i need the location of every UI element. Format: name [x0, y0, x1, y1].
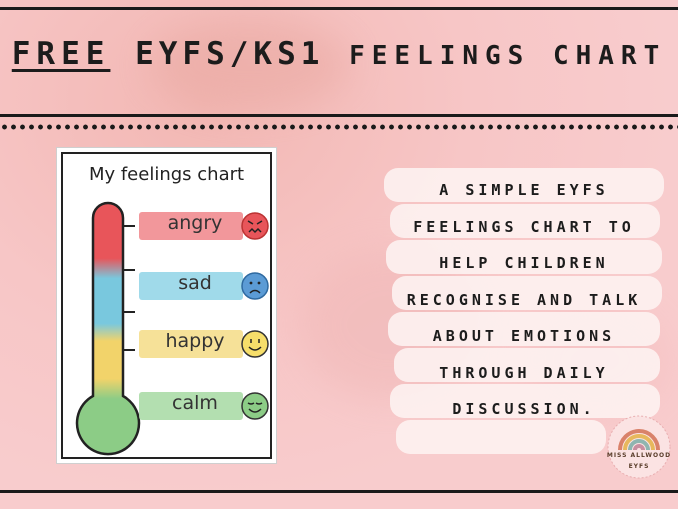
brush-stroke — [390, 204, 660, 238]
watercolor-wash — [150, 20, 350, 110]
feeling-label: angry — [167, 212, 223, 234]
brush-stroke — [392, 276, 662, 310]
logo-line-2: EYFS — [628, 463, 650, 470]
page-title: FREE EYFS/KS1 FEELINGS CHART — [0, 36, 678, 72]
feeling-row-angry: angry — [139, 208, 275, 244]
feelings-chart-poster: My feelings chart — [56, 147, 277, 464]
description-line: ABOUT EMOTIONS — [432, 327, 616, 345]
logo-text: MISS ALLWOOD EYFS — [606, 450, 672, 472]
brush-stroke — [384, 168, 664, 202]
dotted-divider — [0, 124, 678, 130]
brush-stroke — [394, 348, 660, 382]
description-line: A SIMPLE EYFS — [439, 181, 609, 199]
rainbow-logo-icon — [607, 415, 671, 479]
sad-face-icon — [241, 272, 269, 300]
brand-logo: MISS ALLWOOD EYFS — [606, 410, 672, 484]
middle-rule — [0, 114, 678, 117]
feeling-row-sad: sad — [139, 268, 275, 304]
description-line: THROUGH DAILY — [439, 363, 609, 382]
brush-stroke — [396, 420, 606, 454]
description-line: DISCUSSION. — [452, 400, 596, 418]
logo-line-1: MISS ALLWOOD — [606, 452, 672, 459]
brush-stroke — [386, 240, 662, 274]
sad-brush — [139, 272, 243, 300]
description-line: RECOGNISE AND TALK — [406, 290, 642, 309]
title-free: FREE — [11, 36, 111, 72]
description-text: A SIMPLE EYFS FEELINGS CHART TO HELP CHI… — [396, 172, 652, 428]
feeling-label: calm — [172, 392, 218, 414]
brush-stroke — [388, 312, 660, 346]
feeling-label: sad — [178, 272, 212, 294]
angry-face-icon — [241, 212, 269, 240]
angry-brush — [139, 212, 243, 240]
description-line: FEELINGS CHART TO — [413, 217, 635, 236]
bottom-rule — [0, 490, 678, 493]
calm-brush — [139, 392, 243, 420]
happy-brush — [139, 330, 243, 358]
title-part-1: EYFS/KS1 — [135, 36, 325, 72]
description-line: HELP CHILDREN — [439, 254, 609, 272]
calm-face-icon — [241, 392, 269, 420]
thermometer-icon — [75, 201, 141, 456]
poster-title: My feelings chart — [88, 164, 245, 185]
feeling-row-calm: calm — [139, 388, 275, 424]
title-part-2: FEELINGS CHART — [349, 41, 667, 71]
feeling-row-happy: happy — [139, 326, 275, 362]
feeling-label: happy — [165, 330, 225, 352]
happy-face-icon — [241, 330, 269, 358]
top-rule — [0, 7, 678, 10]
poster-frame: My feelings chart — [61, 152, 272, 459]
brush-stroke — [390, 384, 660, 418]
